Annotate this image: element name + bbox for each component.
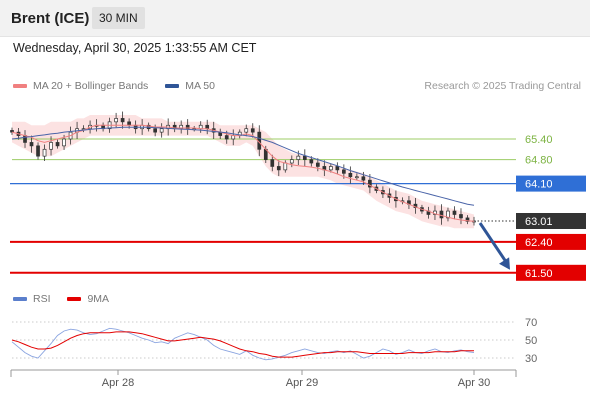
candle-body [276, 166, 281, 171]
candle-body [23, 135, 27, 143]
legend-rsi-label: RSI [33, 293, 51, 305]
candle-body [114, 118, 118, 123]
candle-body [153, 128, 158, 133]
instrument-title: Brent (ICE) [11, 10, 90, 27]
forecast-arrow-head [499, 257, 510, 270]
candle-body [465, 217, 470, 222]
level-tag-61.50 [516, 264, 586, 281]
candle-body [348, 172, 353, 178]
rsi-line [11, 327, 475, 361]
candle-body [244, 128, 249, 133]
rsi-tick-30: 30 [525, 353, 537, 365]
candle-body [302, 155, 307, 160]
candle-body [29, 142, 34, 147]
candle-body [459, 214, 463, 219]
timeframe-badge[interactable]: 30 MIN [92, 7, 145, 29]
level-tag-64.10 [516, 175, 586, 192]
legend-rsi-swatch [13, 297, 27, 302]
level-tag-63.01 [516, 213, 586, 229]
forecast-arrow-shaft [478, 222, 508, 263]
moving-averages [11, 124, 475, 222]
candle-body [328, 166, 333, 171]
candle-body [270, 159, 275, 167]
candle-body [446, 210, 450, 219]
candle-body [309, 159, 314, 164]
candle-body [315, 162, 320, 167]
candle-body [335, 166, 340, 171]
candle-body [452, 210, 457, 215]
time-tick-label: Apr 28 [102, 377, 134, 389]
level-label-62.40: 62.40 [525, 237, 553, 249]
ma50-line [11, 126, 475, 206]
rsi-tick-50: 50 [525, 335, 537, 347]
candle-body [224, 135, 229, 140]
rsi-legend: RSI 9MA [13, 293, 123, 305]
research-credit: Research © 2025 Trading Central [424, 80, 581, 92]
legend-ma50-label: MA 50 [185, 80, 215, 92]
time-tick-label: Apr 30 [458, 377, 490, 389]
candle-body [42, 148, 47, 157]
legend-rsi: RSI [13, 293, 51, 305]
candle-body [205, 124, 210, 130]
legend-ma20: MA 20 + Bollinger Bands [13, 80, 148, 92]
level-tag-62.40 [516, 233, 586, 250]
rsi-tick-70: 70 [525, 317, 537, 329]
level-label-64.10: 64.10 [525, 179, 553, 191]
bollinger-band-area [12, 115, 474, 229]
candle-body [250, 128, 255, 133]
forecast-arrow [478, 222, 510, 270]
candle-body [55, 142, 60, 147]
candle-body [159, 128, 164, 133]
candle-body [283, 162, 288, 171]
legend-ma20-label: MA 20 + Bollinger Bands [33, 80, 149, 92]
time-axis: Apr 28 Apr 29 Apr 30 [10, 369, 517, 389]
candle-body [185, 124, 190, 130]
level-label-61.50: 61.50 [525, 268, 553, 280]
candle-body [49, 142, 53, 150]
level-label-63.01: 63.01 [525, 216, 553, 228]
rsi-panel: 70 50 30 [11, 317, 537, 365]
candle-body [127, 121, 131, 126]
candle-body [342, 169, 346, 174]
legend-9ma-label: 9MA [87, 293, 110, 305]
candle-body [355, 176, 359, 179]
candle-body [296, 155, 301, 160]
candle-body [361, 176, 366, 181]
main-legend: MA 20 + Bollinger Bands MA 50 [13, 80, 229, 92]
candle-body [36, 145, 40, 157]
legend-9ma-swatch [67, 297, 82, 302]
legend-ma50: MA 50 [165, 80, 215, 92]
candle-body [439, 210, 444, 219]
datetime-stamp: Wednesday, April 30, 2025 1:33:55 AM CET [13, 41, 257, 55]
candle-body [289, 159, 294, 164]
legend-ma20-swatch [13, 84, 27, 89]
rsi-9ma-line [11, 331, 474, 358]
time-tick-label: Apr 29 [286, 377, 318, 389]
level-label-65.40: 65.40 [525, 134, 553, 146]
level-lines [10, 138, 516, 274]
chart-header: Brent (ICE) 30 MIN [0, 0, 590, 37]
candle-body [368, 179, 372, 188]
level-labels: 65.40 64.80 64.10 63.01 62.40 61.50 [516, 134, 586, 281]
candle-body [62, 138, 66, 147]
level-label-64.80: 64.80 [525, 155, 553, 167]
legend-9ma: 9MA [67, 293, 109, 305]
legend-ma50-swatch [165, 84, 180, 89]
candle-body [120, 118, 125, 123]
bollinger-bands [12, 115, 474, 229]
